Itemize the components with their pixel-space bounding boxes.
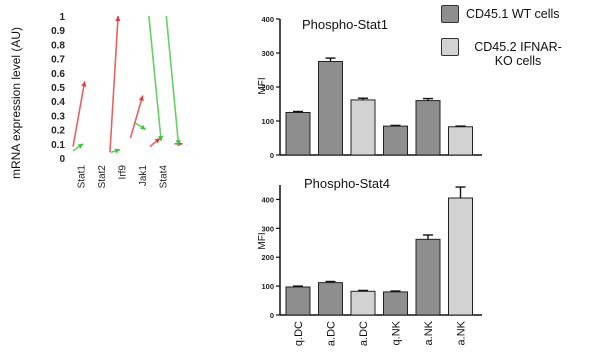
line-ytick-label: 0.6 [51, 69, 65, 80]
bar-2-ytick-label: 200 [261, 253, 274, 262]
line-ytick-label: 0.2 [51, 126, 65, 137]
bar-1-ytick-label: 100 [261, 117, 274, 126]
line-arrowhead [114, 148, 121, 154]
line-xtick-label: Stat1 [76, 165, 87, 189]
bar-2-bar [350, 290, 376, 316]
bar-2-ytick-label: 300 [261, 224, 274, 233]
line-ytick-label: 0.8 [51, 40, 65, 51]
legend-label-ko: CD45.2 IFNAR-KO cells [474, 40, 562, 68]
bar-chart-2-title: Phospho-Stat4 [304, 176, 390, 191]
bar-2-ytick-label: 0 [270, 311, 274, 320]
bar-1-ytick-label: 300 [261, 49, 274, 58]
bar-2-ytick-label: 400 [261, 195, 274, 204]
line-xtick-label: Irf9 [117, 165, 128, 180]
line-arrowhead [175, 139, 181, 146]
bar-2-xtick-label: a.DC [326, 321, 338, 346]
bar-2-xtick-label: q.DC [293, 321, 305, 346]
line-segment [109, 15, 119, 153]
line-xtick-label: Stat2 [97, 165, 108, 189]
bar-1-ytick-label: 0 [270, 151, 274, 160]
bar-1-bar [285, 112, 311, 156]
line-ytick-label: 0.7 [51, 55, 65, 66]
bar-chart-1-ylabel: MFI [257, 77, 268, 94]
line-ytick-label: 1 [59, 12, 65, 23]
line-segment [72, 81, 86, 147]
bar-1-bar [383, 125, 408, 156]
line-xtick-label: Stat4 [158, 165, 169, 189]
legend-swatch-ko [441, 38, 459, 56]
bar-2-xtick-label: a.DC [358, 321, 370, 346]
legend-label-wt: CD45.1 WT cells [466, 7, 560, 21]
line-arrowhead [154, 138, 161, 144]
line-arrowhead [81, 81, 87, 87]
bar-2-xtick-label: q.NK [391, 320, 403, 345]
line-chart-ylabel: mRNA expression level (AU) [9, 27, 23, 179]
line-ytick-label: 0.9 [51, 26, 65, 37]
line-arrowhead [138, 95, 144, 102]
bar-2-bar [448, 197, 473, 316]
bar-1-bar [448, 126, 473, 156]
line-xtick-label: Jak1 [138, 165, 149, 187]
line-segment [129, 95, 144, 139]
bar-2-bar [415, 238, 441, 316]
line-segment [148, 15, 162, 142]
bar-1-ytick-label: 400 [261, 15, 274, 24]
legend-swatch-wt [441, 5, 459, 23]
line-ytick-label: 0.1 [51, 140, 65, 151]
bar-1-bar [318, 61, 343, 156]
line-ytick-label: 0 [59, 154, 65, 165]
line-arrowhead [115, 16, 121, 22]
line-ytick-label: 0.4 [51, 97, 65, 108]
line-ytick-label: 0.3 [51, 111, 65, 122]
line-arrowhead [140, 124, 146, 130]
bar-2-bar [285, 286, 311, 316]
bar-2-xtick-label: a.NK [456, 320, 468, 345]
bar-1-bar [415, 100, 441, 156]
bar-chart-1-title: Phospho-Stat1 [302, 17, 388, 32]
line-segment [165, 15, 180, 146]
bar-2-xtick-label: a.NK [423, 320, 435, 345]
line-ytick-label: 0.5 [51, 83, 65, 94]
bar-chart-2-ylabel: MFI [257, 232, 268, 249]
bar-1-ytick-label: 200 [261, 83, 274, 92]
line-arrowhead [77, 143, 84, 149]
bar-1-bar [350, 99, 376, 156]
line-arrowhead [158, 135, 164, 141]
bar-2-bar [318, 282, 343, 316]
bar-2-ytick-label: 100 [261, 282, 274, 291]
bar-2-bar [383, 291, 408, 316]
